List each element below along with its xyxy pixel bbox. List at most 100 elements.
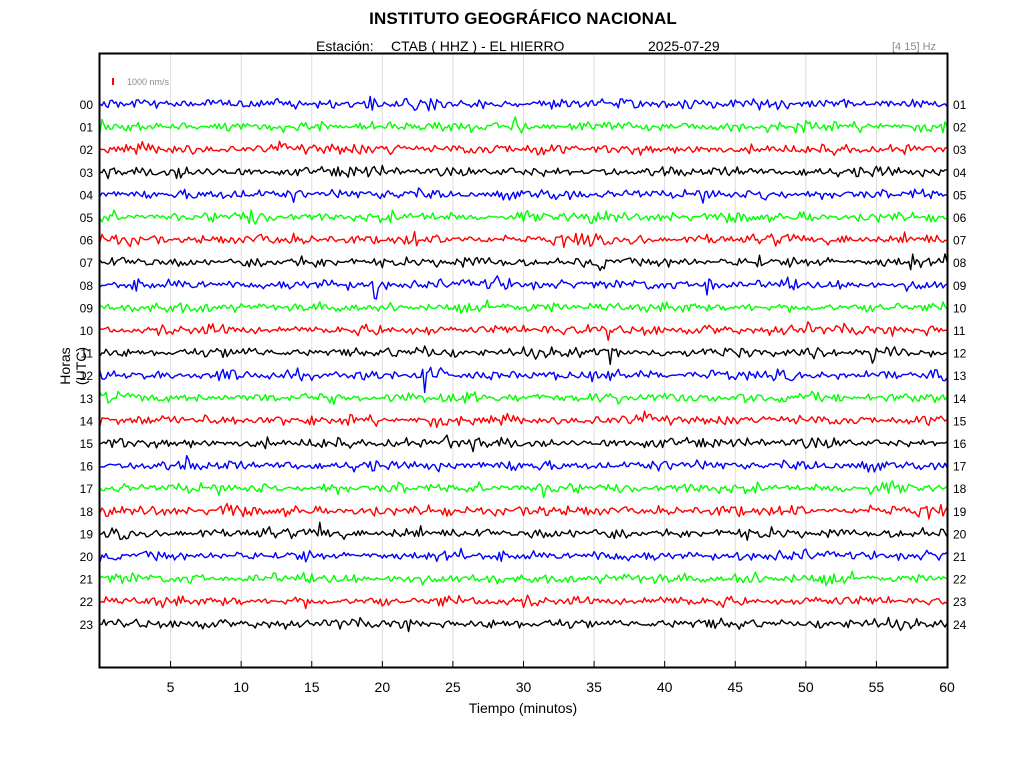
grid-lines	[170, 54, 877, 667]
trace-hour-21	[99, 570, 948, 587]
trace-hour-17	[99, 480, 948, 499]
hour-label-right: 07	[953, 234, 967, 248]
x-axis: 5 10 15 20 25 30 35 40 45 50 55 60	[167, 661, 955, 695]
hour-label-left: 23	[80, 618, 94, 632]
hour-label-left: 22	[80, 595, 94, 609]
trace-hour-04	[99, 187, 948, 204]
trace-hour-19	[99, 521, 948, 541]
hour-label-right: 22	[953, 573, 967, 587]
hour-label-left: 07	[80, 256, 94, 270]
hour-label-left: 04	[80, 188, 94, 202]
trace-hour-02	[99, 140, 948, 156]
hour-label-right: 20	[953, 527, 967, 541]
x-tick-label: 50	[798, 679, 814, 695]
trace-hour-08	[99, 275, 948, 300]
hour-label-left: 00	[80, 98, 94, 112]
hour-label-left: 11	[81, 347, 94, 361]
hour-label-right: 23	[953, 595, 967, 609]
trace-hour-15	[99, 434, 948, 453]
station-label: Estación:	[316, 38, 374, 54]
trace-hour-05	[99, 209, 948, 225]
hour-label-right: 02	[953, 121, 967, 135]
scale-bar: 1000 nm/s	[112, 77, 170, 87]
hour-label-left: 14	[80, 414, 94, 428]
trace-hour-18	[99, 502, 948, 520]
x-tick-label: 35	[586, 679, 602, 695]
trace-hour-00	[99, 95, 948, 112]
hour-label-right: 04	[953, 166, 967, 180]
hour-label-right: 18	[953, 482, 967, 496]
hour-label-left: 21	[80, 573, 94, 587]
x-tick-label: 25	[445, 679, 461, 695]
station-name: CTAB ( HHZ ) - EL HIERRO	[391, 38, 565, 54]
hour-label-right: 09	[953, 279, 967, 293]
trace-hour-07	[99, 253, 948, 272]
trace-hour-22	[99, 594, 948, 610]
hour-label-left: 13	[80, 392, 94, 406]
trace-hour-10	[99, 321, 948, 342]
hour-label-right: 05	[953, 188, 967, 202]
hour-label-right: 06	[953, 211, 967, 225]
hour-label-left: 19	[80, 527, 94, 541]
hour-label-right: 21	[953, 550, 967, 564]
hour-label-right: 01	[953, 98, 967, 112]
x-tick-label: 20	[375, 679, 391, 695]
trace-hour-12	[99, 366, 948, 394]
hour-label-left: 02	[80, 143, 94, 157]
hour-label-right: 14	[953, 392, 967, 406]
trace-hour-16	[99, 455, 948, 473]
hour-label-left: 12	[80, 369, 94, 383]
x-tick-label: 40	[657, 679, 673, 695]
hour-label-left: 08	[80, 279, 94, 293]
hour-label-right: 12	[953, 347, 967, 361]
hour-label-left: 10	[80, 324, 94, 338]
x-tick-label: 55	[869, 679, 885, 695]
hour-labels: 00 01 01 02 02 03 03 04 04 05 05 06 06 07 07 08 08 09 09 10…	[80, 98, 967, 632]
trace-hour-06	[99, 230, 948, 248]
hour-label-left: 15	[80, 437, 94, 451]
scale-bar-label: 1000 nm/s	[127, 77, 170, 87]
scale-bar-mark	[112, 78, 114, 85]
hour-label-right: 08	[953, 256, 967, 270]
chart-title: INSTITUTO GEOGRÁFICO NACIONAL	[369, 9, 677, 28]
trace-hour-09	[99, 299, 948, 315]
trace-hour-20	[99, 547, 948, 563]
hour-label-left: 16	[80, 460, 94, 474]
hour-label-right: 10	[953, 301, 967, 315]
trace-group	[99, 95, 948, 633]
x-axis-title: Tiempo (minutos)	[468, 700, 578, 716]
x-tick-label: 5	[167, 679, 175, 695]
frequency-band: [4 15] Hz	[892, 41, 937, 53]
hour-label-right: 17	[953, 460, 967, 474]
x-tick-label: 30	[516, 679, 532, 695]
hour-label-left: 05	[80, 211, 94, 225]
hour-label-left: 18	[80, 505, 94, 519]
hour-label-right: 11	[953, 324, 966, 338]
y-axis-title: Horas (UTC)	[57, 346, 89, 386]
trace-hour-14	[99, 410, 948, 429]
trace-hour-01	[99, 116, 948, 134]
hour-label-right: 16	[953, 437, 967, 451]
x-tick-label: 15	[304, 679, 320, 695]
hour-label-left: 06	[80, 234, 94, 248]
trace-hour-23	[99, 616, 948, 633]
hour-label-right: 15	[953, 414, 967, 428]
hour-label-left: 20	[80, 550, 94, 564]
recording-date: 2025-07-29	[648, 38, 720, 54]
x-tick-label: 60	[939, 679, 955, 695]
trace-hour-13	[99, 390, 948, 405]
hour-label-left: 03	[80, 166, 94, 180]
hour-label-right: 19	[953, 505, 967, 519]
hour-label-left: 09	[80, 301, 94, 315]
trace-hour-11	[99, 345, 948, 366]
x-tick-label: 45	[727, 679, 743, 695]
hour-label-right: 13	[953, 369, 967, 383]
hour-label-right: 24	[953, 618, 967, 632]
trace-hour-03	[99, 164, 948, 180]
hour-label-left: 17	[80, 482, 94, 496]
x-tick-label: 10	[233, 679, 249, 695]
plot-frame	[98, 52, 949, 669]
hour-label-right: 03	[953, 143, 967, 157]
hour-label-left: 01	[80, 121, 94, 135]
